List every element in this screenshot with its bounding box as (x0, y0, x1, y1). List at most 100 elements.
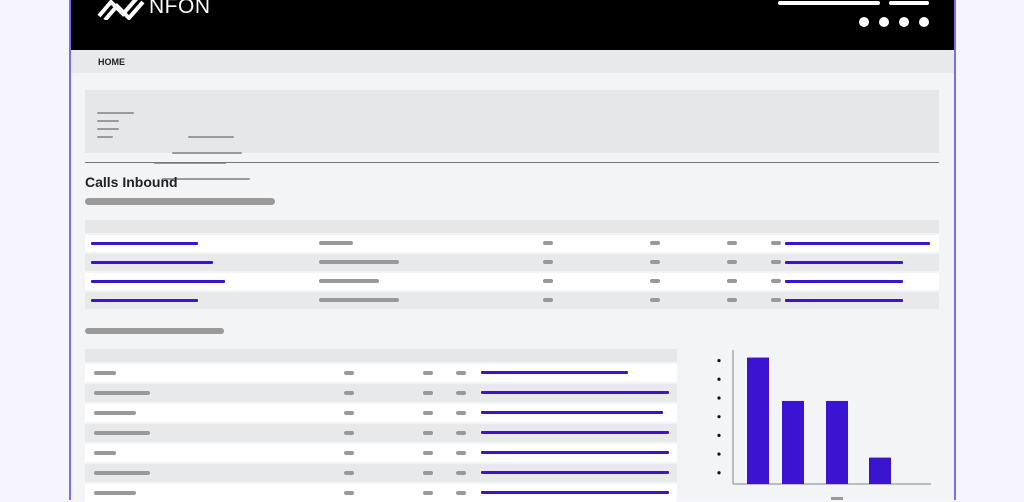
cell-value (423, 471, 433, 475)
link-placeholder[interactable] (481, 471, 669, 474)
table-row[interactable] (85, 484, 677, 502)
cell-value (543, 260, 553, 264)
y-tick (717, 358, 721, 363)
cell-placeholder (94, 491, 136, 495)
y-tick (717, 452, 721, 456)
cell-value (456, 391, 466, 395)
cell-value (344, 451, 354, 455)
cell-value (344, 431, 354, 435)
link-placeholder[interactable] (785, 280, 903, 283)
link-placeholder[interactable] (91, 299, 198, 302)
link-placeholder[interactable] (481, 391, 669, 394)
y-tick (717, 415, 721, 419)
cell-value (423, 371, 433, 375)
table-row[interactable] (85, 235, 939, 252)
text-placeholder (97, 112, 134, 114)
summary-card (85, 90, 939, 180)
cell-value (727, 279, 737, 283)
nfon-logo[interactable]: NFON (97, 0, 211, 20)
cell-value (771, 260, 781, 264)
link-placeholder[interactable] (481, 451, 669, 454)
table-row[interactable] (85, 273, 939, 290)
cell-value (650, 241, 660, 245)
table-row[interactable] (85, 384, 677, 402)
y-tick (717, 433, 721, 437)
link-placeholder[interactable] (785, 242, 930, 245)
link-placeholder[interactable] (785, 261, 903, 264)
cell-value (423, 491, 433, 495)
cell-value (650, 279, 660, 283)
x-label-placeholder (831, 497, 843, 500)
text-placeholder (162, 178, 250, 180)
subtitle-placeholder (85, 328, 224, 334)
cell-placeholder (319, 260, 399, 264)
cell-placeholder (94, 451, 116, 455)
chart-bar (869, 457, 891, 484)
link-placeholder[interactable] (481, 431, 669, 434)
cell-placeholder (94, 371, 116, 375)
header-link[interactable] (778, 1, 880, 5)
cell-value (456, 411, 466, 415)
link-placeholder[interactable] (785, 299, 903, 302)
header-link[interactable] (889, 1, 929, 5)
table-row[interactable] (85, 364, 677, 382)
text-placeholder (97, 128, 119, 130)
cell-value (727, 241, 737, 245)
cell-value (344, 491, 354, 495)
text-placeholder (188, 136, 234, 138)
cell-value (543, 241, 553, 245)
cell-value (423, 451, 433, 455)
link-placeholder[interactable] (481, 411, 663, 414)
subtitle-placeholder (85, 198, 275, 205)
chart-bar (747, 357, 769, 484)
y-tick (717, 377, 721, 381)
y-tick (717, 396, 721, 400)
cell-value (771, 241, 781, 245)
table-header (85, 349, 677, 362)
text-placeholder (180, 152, 242, 154)
top-header: NFON (71, 0, 954, 50)
breadcrumb-bar: HOME (71, 50, 954, 73)
link-placeholder[interactable] (481, 491, 669, 494)
cell-value (456, 451, 466, 455)
cell-placeholder (319, 241, 353, 245)
cell-value (423, 431, 433, 435)
table-row[interactable] (85, 404, 677, 422)
cell-value (456, 471, 466, 475)
cell-value (423, 411, 433, 415)
cell-placeholder (319, 279, 379, 283)
cell-placeholder (94, 471, 150, 475)
cell-value (456, 491, 466, 495)
cell-value (771, 298, 781, 302)
cell-value (650, 260, 660, 264)
cell-value (344, 391, 354, 395)
cell-value (344, 471, 354, 475)
brand-name: NFON (149, 0, 211, 18)
section-title: Calls Inbound (85, 174, 178, 190)
table-header (85, 220, 939, 233)
cell-placeholder (319, 298, 399, 302)
table-row[interactable] (85, 424, 677, 442)
text-placeholder (154, 162, 226, 164)
link-placeholder[interactable] (91, 280, 225, 283)
table-row[interactable] (85, 444, 677, 462)
link-placeholder[interactable] (91, 261, 213, 264)
app-window: NFON HOME Calls Inbound (69, 0, 956, 502)
link-placeholder[interactable] (481, 371, 628, 374)
table-row[interactable] (85, 464, 677, 482)
cell-value (456, 371, 466, 375)
table-row[interactable] (85, 292, 939, 309)
cell-value (543, 298, 553, 302)
nfon-logo-icon (97, 0, 145, 20)
cell-value (344, 371, 354, 375)
bar-chart (717, 350, 931, 500)
link-placeholder[interactable] (91, 242, 198, 245)
chart-bar (782, 400, 804, 484)
cell-value (456, 431, 466, 435)
text-placeholder (97, 120, 119, 122)
cell-placeholder (94, 391, 150, 395)
table-row[interactable] (85, 254, 939, 271)
nav-home[interactable]: HOME (98, 57, 125, 67)
y-tick (717, 471, 721, 475)
chart-bar (826, 400, 848, 484)
